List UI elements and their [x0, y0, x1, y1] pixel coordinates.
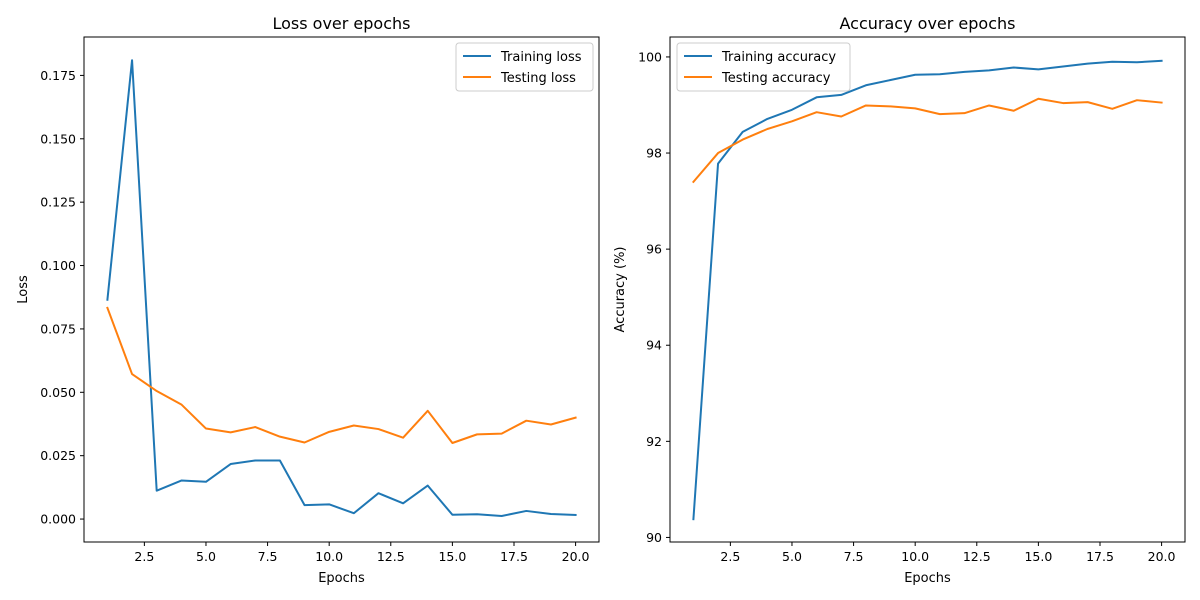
loss-series-training-loss — [106, 59, 577, 518]
accuracy-chart-title: Accuracy over epochs — [840, 14, 1016, 33]
accuracy-legend-label-testing: Testing accuracy — [721, 71, 831, 86]
loss-x-tick-label: 12.5 — [377, 549, 405, 564]
loss-legend: Training loss Testing loss — [455, 42, 594, 92]
accuracy-y-tick-label: 96 — [646, 242, 662, 257]
loss-x-tick-label: 7.5 — [258, 549, 278, 564]
loss-x-tick-label: 15.0 — [438, 549, 466, 564]
loss-x-tick-label: 10.0 — [315, 549, 343, 564]
accuracy-series-training-accuracy — [692, 59, 1163, 521]
accuracy-y-tick-label: 90 — [646, 530, 662, 545]
loss-y-tick-label: 0.050 — [40, 385, 76, 400]
loss-lines — [106, 59, 577, 518]
loss-x-tick-label: 17.5 — [500, 549, 528, 564]
accuracy-legend-box — [676, 42, 851, 92]
accuracy-legend-label-training: Training accuracy — [721, 50, 836, 65]
accuracy-x-tick-label: 7.5 — [844, 549, 864, 564]
loss-x-tick-label: 5.0 — [196, 549, 216, 564]
accuracy-y-tick-label: 98 — [646, 146, 662, 161]
accuracy-y-tick-label: 100 — [638, 49, 662, 64]
accuracy-y-tick-label: 94 — [646, 338, 662, 353]
loss-axes-frame — [83, 36, 600, 543]
accuracy-x-tick-label: 12.5 — [963, 549, 991, 564]
loss-y-tick-label: 0.000 — [40, 512, 76, 527]
accuracy-x-tick-label: 15.0 — [1024, 549, 1052, 564]
accuracy-x-axis-title: Epochs — [904, 571, 951, 586]
loss-y-tick-label: 0.175 — [40, 68, 76, 83]
loss-y-tick-label: 0.075 — [40, 321, 76, 336]
loss-legend-label-testing: Testing loss — [500, 71, 576, 86]
loss-x-tick-label: 2.5 — [134, 549, 154, 564]
accuracy-series-testing-accuracy — [692, 97, 1163, 184]
loss-y-tick-label: 0.100 — [40, 258, 76, 273]
loss-chart: Loss over epochs Epochs Loss 2.5 5.0 7.5 10… — [16, 14, 600, 586]
loss-ticks: 2.5 5.0 7.5 10.0 12.5 15.0 17.5 20.0 0.000 0.025 0… — [40, 68, 589, 564]
accuracy-x-tick-label: 17.5 — [1086, 549, 1114, 564]
loss-x-axis-title: Epochs — [318, 571, 365, 586]
loss-plot-area: 2.5 5.0 7.5 10.0 12.5 15.0 17.5 20.0 0.000 0.025 0… — [40, 36, 600, 564]
loss-y-tick-label: 0.025 — [40, 448, 76, 463]
loss-legend-label-training: Training loss — [500, 50, 582, 65]
accuracy-y-axis-title: Accuracy (%) — [613, 247, 628, 333]
accuracy-chart: Accuracy over epochs Epochs Accuracy (%)… — [613, 14, 1186, 586]
accuracy-lines — [692, 59, 1163, 521]
loss-y-tick-label: 0.150 — [40, 131, 76, 146]
accuracy-x-tick-label: 20.0 — [1148, 549, 1176, 564]
loss-series-testing-loss — [106, 306, 577, 444]
accuracy-ticks: 2.5 5.0 7.5 10.0 12.5 15.0 17.5 20.0 90 92 94 96 98 1… — [638, 49, 1175, 564]
accuracy-x-tick-label: 5.0 — [782, 549, 802, 564]
accuracy-y-tick-label: 92 — [646, 434, 662, 449]
accuracy-plot-area: 2.5 5.0 7.5 10.0 12.5 15.0 17.5 20.0 90 92 94 96 98 1… — [638, 36, 1186, 564]
accuracy-axes-frame — [669, 36, 1186, 543]
loss-x-tick-label: 20.0 — [562, 549, 590, 564]
accuracy-x-tick-label: 10.0 — [901, 549, 929, 564]
loss-y-axis-title: Loss — [16, 275, 31, 304]
accuracy-x-tick-label: 2.5 — [720, 549, 740, 564]
loss-chart-title: Loss over epochs — [272, 14, 410, 33]
accuracy-legend: Training accuracy Testing accuracy — [676, 42, 851, 92]
loss-y-tick-label: 0.125 — [40, 195, 76, 210]
